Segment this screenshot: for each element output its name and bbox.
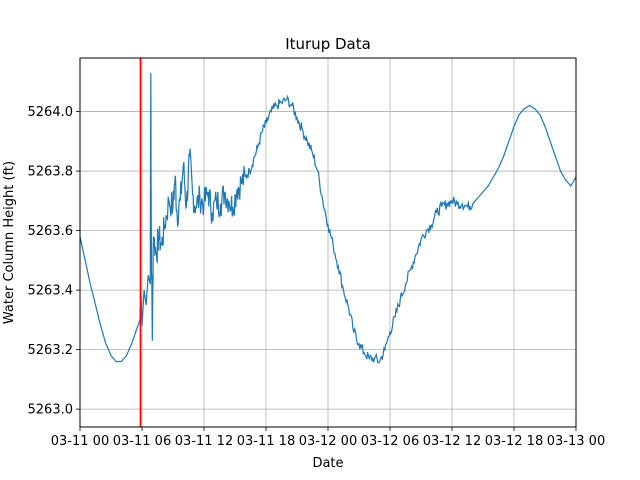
x-tick-label: 03-12 18 bbox=[485, 434, 543, 449]
y-tick-label: 5264.0 bbox=[28, 105, 74, 120]
y-axis-ticks: 5263.0 5263.2 5263.4 5263.6 5263.8 5264.0 bbox=[28, 105, 80, 418]
y-axis-title: Water Column Height (ft) bbox=[2, 161, 17, 324]
series-layer bbox=[79, 72, 577, 364]
series-line-water-column-height bbox=[79, 72, 577, 364]
x-tick-label: 03-12 00 bbox=[299, 434, 357, 449]
y-tick-label: 5263.8 bbox=[28, 165, 74, 180]
y-tick-label: 5263.0 bbox=[28, 403, 74, 418]
x-axis-ticks: 03-11 00 03-11 06 03-11 12 03-11 18 03-12 00… bbox=[51, 427, 605, 449]
y-tick-label: 5263.2 bbox=[28, 343, 74, 358]
x-tick-label: 03-11 12 bbox=[175, 434, 233, 449]
y-tick-label: 5263.6 bbox=[28, 224, 74, 239]
y-tick-label: 5263.4 bbox=[28, 284, 74, 299]
x-tick-label: 03-11 06 bbox=[113, 434, 171, 449]
x-tick-label: 03-11 18 bbox=[237, 434, 295, 449]
x-tick-label: 03-12 12 bbox=[423, 434, 481, 449]
x-tick-label: 03-11 00 bbox=[51, 434, 109, 449]
chart-title: Iturup Data bbox=[285, 35, 371, 53]
x-tick-label: 03-13 00 bbox=[547, 434, 605, 449]
grid-layer bbox=[79, 58, 577, 427]
x-tick-label: 03-12 06 bbox=[361, 434, 419, 449]
x-axis-title: Date bbox=[312, 456, 343, 471]
